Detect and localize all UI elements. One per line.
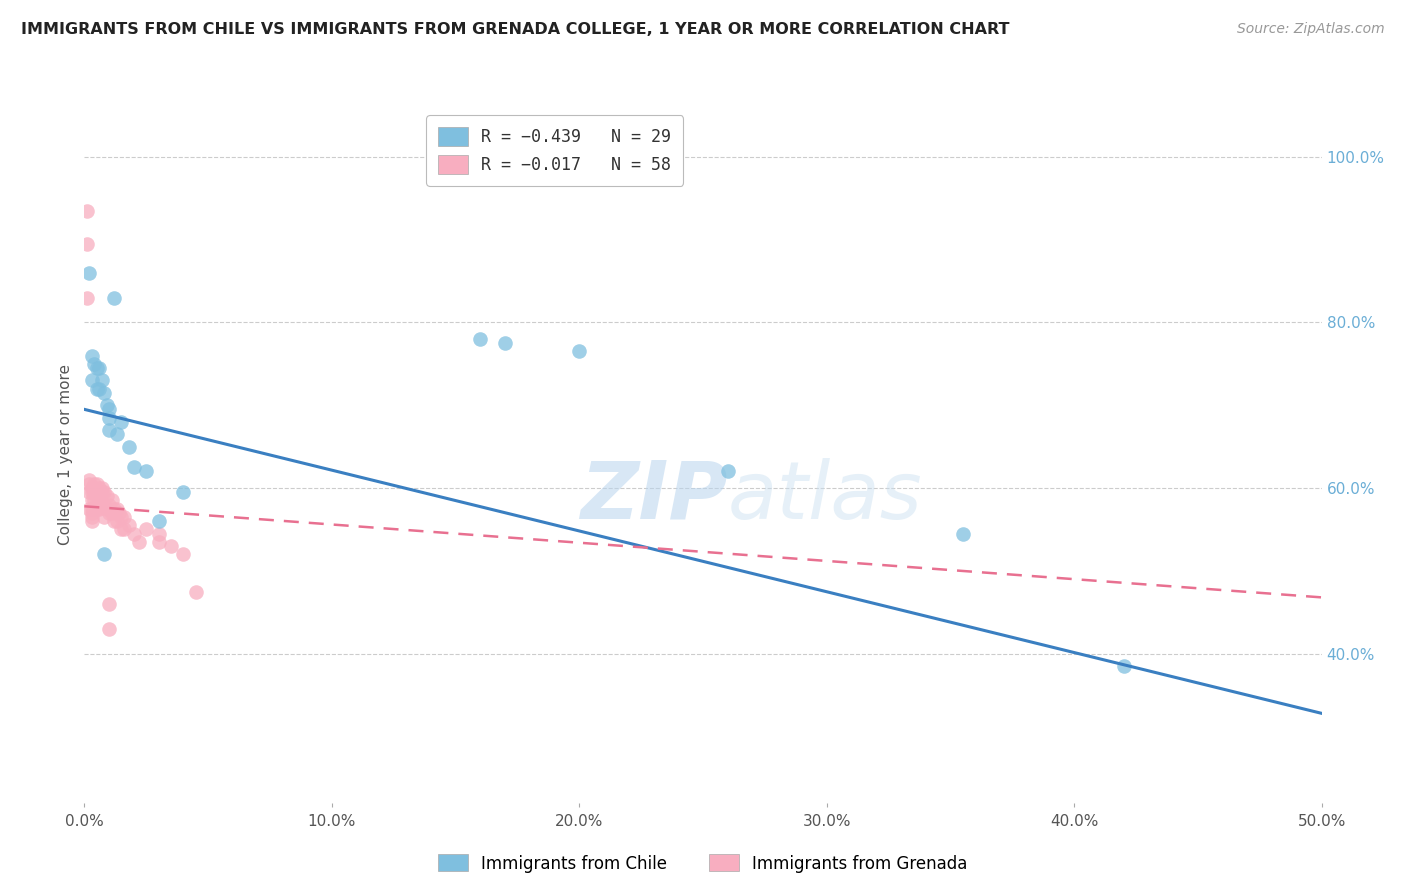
Point — [89, 493, 111, 508]
Point — [172, 485, 194, 500]
Point — [80, 501, 103, 516]
Point — [160, 539, 183, 553]
Point — [98, 622, 121, 636]
Point — [89, 481, 111, 495]
Point — [83, 477, 105, 491]
Point — [112, 523, 135, 537]
Point — [79, 477, 101, 491]
Text: Source: ZipAtlas.com: Source: ZipAtlas.com — [1237, 22, 1385, 37]
Point — [100, 506, 122, 520]
Point — [112, 510, 135, 524]
Point — [76, 291, 98, 305]
Text: ZIP: ZIP — [581, 458, 728, 536]
Text: IMMIGRANTS FROM CHILE VS IMMIGRANTS FROM GRENADA COLLEGE, 1 YEAR OR MORE CORRELA: IMMIGRANTS FROM CHILE VS IMMIGRANTS FROM… — [21, 22, 1010, 37]
Point — [100, 493, 122, 508]
Point — [135, 523, 157, 537]
Point — [118, 518, 141, 533]
Point — [148, 535, 170, 549]
Point — [98, 410, 121, 425]
Point — [93, 485, 115, 500]
Legend: Immigrants from Chile, Immigrants from Grenada: Immigrants from Chile, Immigrants from G… — [432, 847, 974, 880]
Point — [80, 349, 103, 363]
Point — [89, 485, 111, 500]
Point — [79, 266, 101, 280]
Point — [470, 332, 492, 346]
Point — [105, 427, 128, 442]
Point — [80, 493, 103, 508]
Point — [76, 236, 98, 251]
Point — [118, 440, 141, 454]
Point — [105, 514, 128, 528]
Point — [83, 357, 105, 371]
Point — [90, 481, 112, 495]
Point — [135, 465, 157, 479]
Point — [79, 473, 101, 487]
Text: atlas: atlas — [728, 458, 922, 536]
Point — [148, 526, 170, 541]
Point — [83, 481, 105, 495]
Point — [110, 510, 132, 524]
Point — [86, 477, 108, 491]
Point — [90, 498, 112, 512]
Point — [103, 501, 125, 516]
Point — [80, 485, 103, 500]
Point — [86, 382, 108, 396]
Point — [86, 361, 108, 376]
Point — [717, 465, 740, 479]
Point — [103, 514, 125, 528]
Y-axis label: College, 1 year or more: College, 1 year or more — [58, 365, 73, 545]
Point — [83, 493, 105, 508]
Point — [110, 523, 132, 537]
Point — [108, 506, 131, 520]
Point — [494, 336, 516, 351]
Point — [110, 415, 132, 429]
Point — [90, 373, 112, 387]
Point — [172, 547, 194, 561]
Point — [80, 373, 103, 387]
Point — [79, 485, 101, 500]
Point — [89, 501, 111, 516]
Point — [93, 385, 115, 400]
Point — [98, 423, 121, 437]
Point — [96, 501, 118, 516]
Point — [86, 501, 108, 516]
Point — [90, 485, 112, 500]
Point — [1112, 659, 1135, 673]
Point — [98, 402, 121, 417]
Point — [122, 460, 145, 475]
Point — [96, 489, 118, 503]
Point — [103, 291, 125, 305]
Point — [98, 597, 121, 611]
Point — [76, 203, 98, 218]
Point — [86, 493, 108, 508]
Point — [93, 547, 115, 561]
Point — [98, 498, 121, 512]
Point — [128, 535, 150, 549]
Point — [93, 510, 115, 524]
Point — [105, 501, 128, 516]
Point — [89, 361, 111, 376]
Point — [122, 526, 145, 541]
Point — [79, 501, 101, 516]
Point — [80, 510, 103, 524]
Point — [80, 506, 103, 520]
Legend: R = −0.439   N = 29, R = −0.017   N = 58: R = −0.439 N = 29, R = −0.017 N = 58 — [426, 115, 683, 186]
Point — [98, 506, 121, 520]
Point — [80, 514, 103, 528]
Point — [184, 584, 207, 599]
Point — [952, 526, 974, 541]
Point — [96, 398, 118, 412]
Point — [83, 485, 105, 500]
Point — [568, 344, 591, 359]
Point — [80, 481, 103, 495]
Point — [93, 498, 115, 512]
Point — [86, 485, 108, 500]
Point — [89, 382, 111, 396]
Point — [148, 514, 170, 528]
